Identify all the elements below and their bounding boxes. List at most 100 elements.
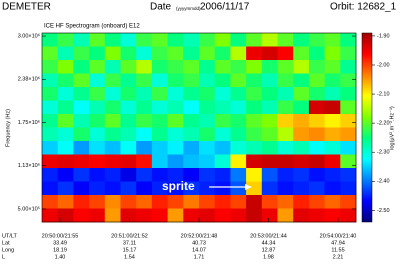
x-table-cell: 14.07 — [192, 247, 206, 253]
heatmap-cell — [214, 33, 231, 47]
heatmap-cell — [230, 46, 247, 61]
heatmap-cell — [230, 154, 247, 169]
heatmap-cell — [73, 100, 90, 115]
heatmap-cell — [261, 87, 278, 101]
heatmap-cell — [151, 60, 168, 74]
heatmap-cell — [324, 154, 341, 169]
heatmap-cell — [277, 154, 294, 169]
heatmap-cell — [136, 195, 153, 209]
heatmap-cell — [104, 181, 121, 196]
heatmap-cell — [89, 168, 106, 182]
heatmap-cell — [230, 33, 247, 47]
heatmap-cell — [167, 127, 184, 142]
heatmap-cell — [167, 60, 184, 74]
heatmap-cell — [183, 195, 200, 209]
x-table-cell: 47.94 — [331, 240, 345, 246]
heatmap-cell — [308, 46, 325, 61]
heatmap-cell — [324, 46, 341, 61]
x-table-cell: 33.49 — [53, 240, 67, 246]
heatmap-cell — [57, 33, 74, 47]
heatmap-cell — [42, 73, 59, 88]
heatmap-cell — [246, 141, 263, 155]
heatmap-cell — [183, 33, 200, 47]
heatmap-cell — [104, 141, 121, 155]
heatmap-cell — [73, 60, 90, 74]
x-table-cell: 20:50:00/21:55 — [42, 233, 79, 239]
heatmap-cell — [261, 46, 278, 61]
date-format: (yyyymmdd) — [176, 6, 201, 11]
heatmap-cell — [277, 168, 294, 182]
heatmap-cell — [293, 114, 310, 128]
y-axis-label: Frequency (Hz) — [5, 109, 11, 147]
heatmap-cell — [308, 60, 325, 74]
heatmap-cell — [340, 181, 357, 196]
heatmap-cell — [293, 195, 310, 209]
heatmap-cell — [214, 141, 231, 155]
heatmap-cell — [308, 114, 325, 128]
heatmap-cell — [57, 208, 74, 223]
x-table-row-label: Long — [2, 247, 14, 253]
x-table-cell: 1.71 — [194, 254, 205, 260]
heatmap-cell — [293, 154, 310, 169]
heatmap-cell — [151, 154, 168, 169]
heatmap-cell — [120, 195, 137, 209]
heatmap-cell — [199, 141, 216, 155]
heatmap-cell — [151, 181, 168, 196]
heatmap-cell — [89, 87, 106, 101]
heatmap-cell — [293, 100, 310, 115]
heatmap-cell — [120, 60, 137, 74]
heatmap-cell — [261, 114, 278, 128]
heatmap-cell — [42, 114, 59, 128]
heatmap-cell — [167, 87, 184, 101]
heatmap-cell — [199, 114, 216, 128]
x-table-cell: 40.73 — [192, 240, 206, 246]
colorbar-tick-label: -1.90 — [377, 33, 390, 39]
x-table-cell: 18.19 — [53, 247, 67, 253]
heatmap-cell — [261, 208, 278, 223]
heatmap-cell — [340, 60, 357, 74]
heatmap-cell — [261, 127, 278, 142]
heatmap-cell — [308, 168, 325, 182]
heatmap-cell — [308, 33, 325, 47]
y-tick-label: 3.00×10⁶ — [18, 32, 40, 39]
heatmap-cell — [214, 195, 231, 209]
x-table-cell: 11.55 — [331, 247, 344, 253]
heatmap-cell — [293, 127, 310, 142]
heatmap-cell — [136, 33, 153, 47]
heatmap-cell — [308, 181, 325, 196]
heatmap-cell — [277, 60, 294, 74]
heatmap-cell — [246, 154, 263, 169]
heatmap-cell — [57, 46, 74, 61]
heatmap-cell — [324, 195, 341, 209]
heatmap-cell — [89, 141, 106, 155]
heatmap-cell — [151, 168, 168, 182]
heatmap-cell — [246, 100, 263, 115]
heatmap-cell — [57, 195, 74, 209]
heatmap-cell — [199, 154, 216, 169]
heatmap-cell — [324, 127, 341, 142]
heatmap-cell — [167, 208, 184, 223]
x-table-cell: 37.11 — [123, 240, 136, 246]
heatmap-cell — [120, 114, 137, 128]
date-label: Date — [150, 2, 172, 13]
heatmap-cell — [230, 100, 247, 115]
heatmap-cell — [89, 154, 106, 169]
heatmap-cell — [104, 195, 121, 209]
x-table-cell: 15.17 — [123, 247, 137, 253]
heatmap-cell — [151, 208, 168, 223]
x-table-cell: 20:51:00/21:52 — [111, 233, 148, 239]
heatmap-cell — [57, 181, 74, 196]
heatmap-cell — [136, 127, 153, 142]
heatmap-cell — [167, 46, 184, 61]
heatmap-cell — [136, 168, 153, 182]
heatmap-cell — [308, 141, 325, 155]
heatmap-cell — [73, 114, 90, 128]
heatmap-cell — [230, 141, 247, 155]
heatmap-cell — [136, 114, 153, 128]
heatmap-cell — [42, 181, 59, 196]
heatmap-cell — [151, 114, 168, 128]
heatmap-cell — [324, 114, 341, 128]
heatmap-cell — [183, 168, 200, 182]
heatmap-cell — [246, 127, 263, 142]
